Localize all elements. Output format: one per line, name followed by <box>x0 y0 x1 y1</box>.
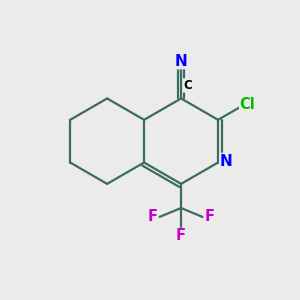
Text: C: C <box>183 79 192 92</box>
Text: F: F <box>148 209 158 224</box>
Text: N: N <box>220 154 233 169</box>
Text: F: F <box>176 229 186 244</box>
Text: N: N <box>175 54 188 69</box>
Text: F: F <box>204 209 214 224</box>
Text: Cl: Cl <box>240 97 256 112</box>
